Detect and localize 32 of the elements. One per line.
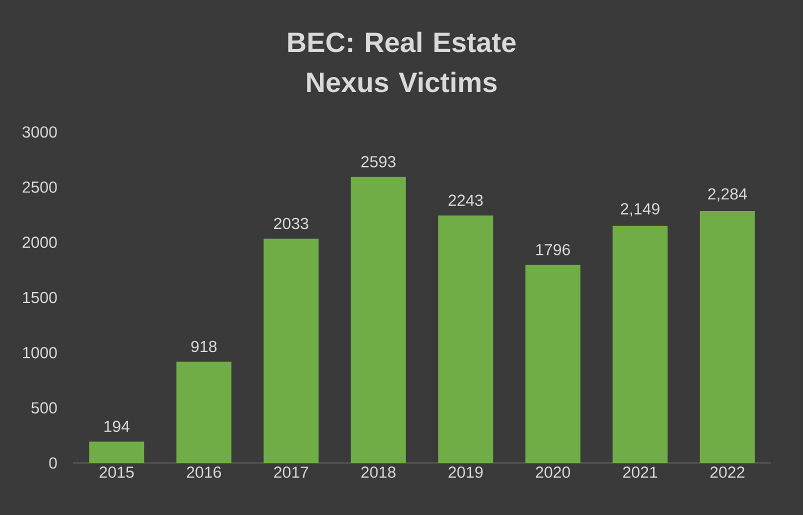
x-tick-label: 2021	[623, 466, 658, 478]
chart-title: BEC: Real Estate Nexus Victims	[288, 32, 516, 92]
bar	[612, 226, 668, 463]
x-tick-label: 2022	[710, 466, 744, 478]
data-label: 194	[104, 420, 130, 432]
bar	[176, 362, 232, 463]
y-tick-label: 3000	[22, 126, 57, 138]
bar	[438, 216, 494, 463]
x-tick-label: 2016	[186, 466, 221, 478]
data-label: 2243	[448, 194, 483, 206]
data-label: 918	[191, 340, 217, 352]
data-label: 2,149	[620, 203, 660, 216]
bar	[350, 176, 406, 463]
y-tick-label: 1500	[23, 292, 57, 304]
data-label: 2,284	[708, 188, 747, 202]
y-tick-label: 1000	[23, 347, 57, 358]
x-tick-label: 2015	[100, 466, 134, 478]
y-tick-label: 500	[31, 402, 57, 414]
bar	[525, 264, 580, 463]
y-tick-label: 0	[49, 457, 57, 469]
x-tick-label: 2018	[361, 466, 396, 478]
data-label: 1796	[536, 244, 570, 256]
y-tick-label: 2500	[22, 182, 57, 193]
bar	[89, 442, 144, 463]
data-label: 2593	[361, 156, 396, 168]
data-label: 2033	[274, 218, 308, 230]
bar	[264, 238, 319, 463]
bar	[700, 211, 755, 463]
x-tick-label: 2019	[448, 466, 483, 478]
y-tick-label: 2000	[22, 236, 57, 248]
x-tick-label: 2020	[536, 466, 570, 478]
x-tick-label: 2017	[274, 466, 308, 478]
